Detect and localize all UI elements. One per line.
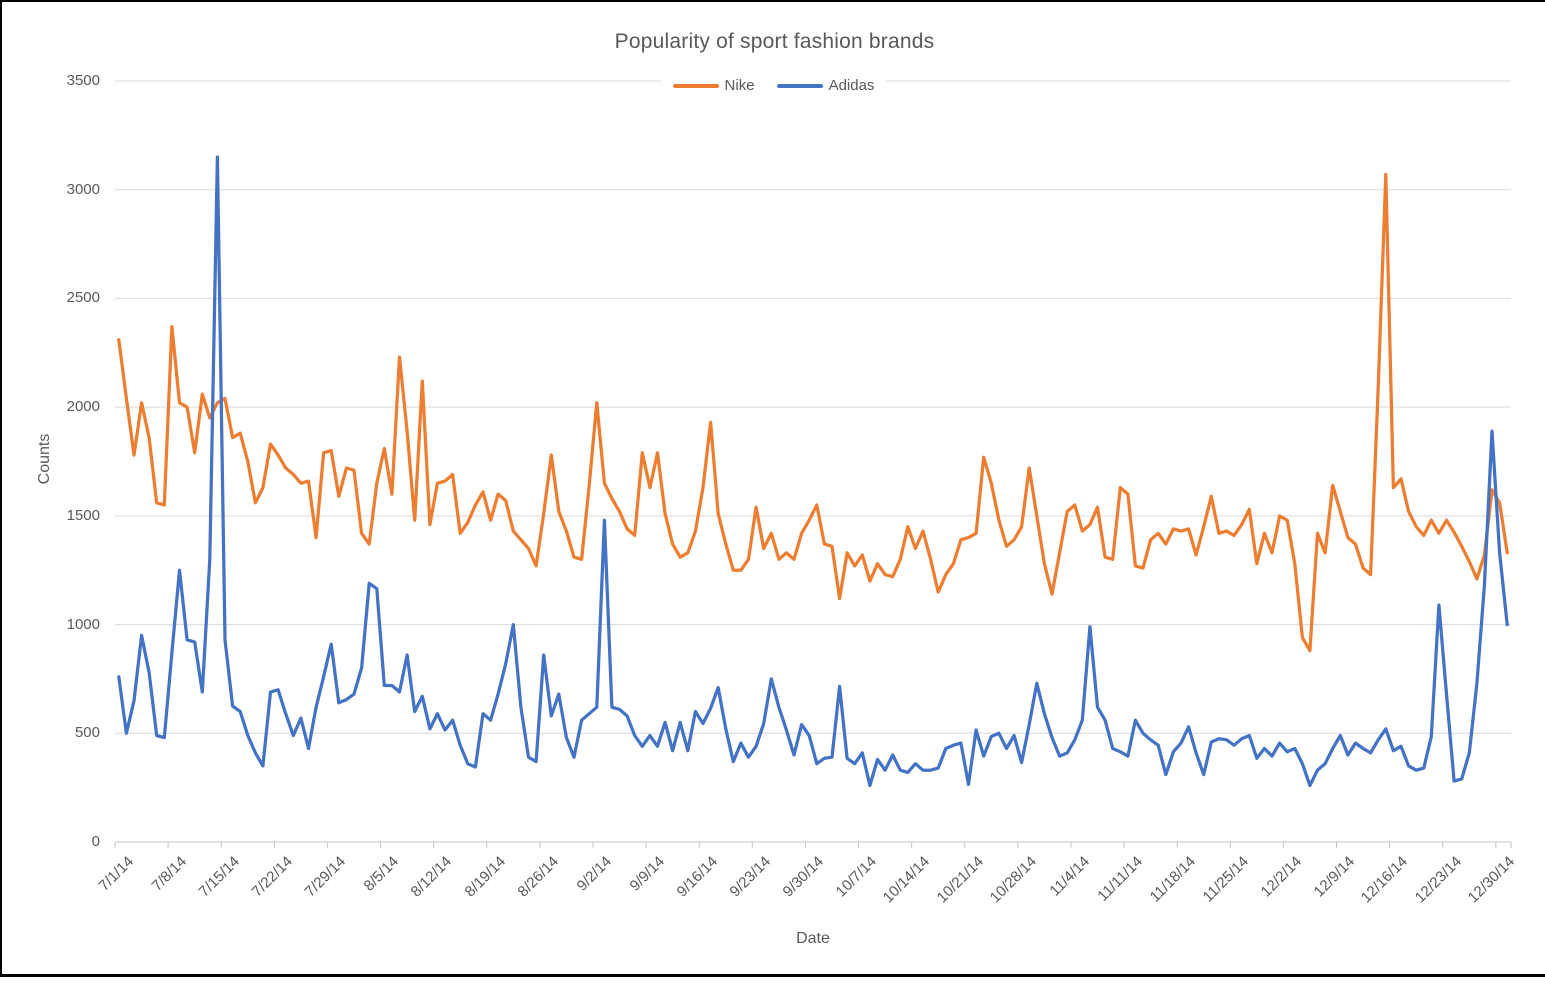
legend: Nike Adidas (660, 74, 887, 97)
legend-label-adidas: Adidas (828, 77, 875, 94)
y-tick-label: 1500 (66, 506, 100, 524)
adidas-line-swatch (776, 83, 823, 88)
y-tick-label: 2000 (66, 398, 100, 416)
legend-item-adidas: Adidas (776, 77, 875, 94)
chart-window: { "window": { "background": "#ffffff", "… (0, 0, 1545, 977)
series-line-nike (117, 172, 1509, 653)
x-axis-title: Date (796, 930, 830, 947)
chart-plot-area (114, 80, 1512, 848)
legend-item-nike: Nike (672, 77, 755, 94)
y-tick-label: 0 (91, 833, 100, 850)
y-tick-label: 500 (74, 724, 100, 742)
legend-label-nike: Nike (724, 77, 755, 94)
nike-line-swatch (672, 83, 719, 88)
series-line-adidas (117, 155, 1509, 788)
y-tick-label: 3000 (66, 180, 100, 198)
y-tick-label: 1000 (66, 615, 100, 633)
y-tick-label: 3500 (66, 72, 100, 89)
y-tick-label: 2500 (66, 289, 100, 307)
chart-title: Popularity of sport fashion brands (614, 30, 935, 53)
